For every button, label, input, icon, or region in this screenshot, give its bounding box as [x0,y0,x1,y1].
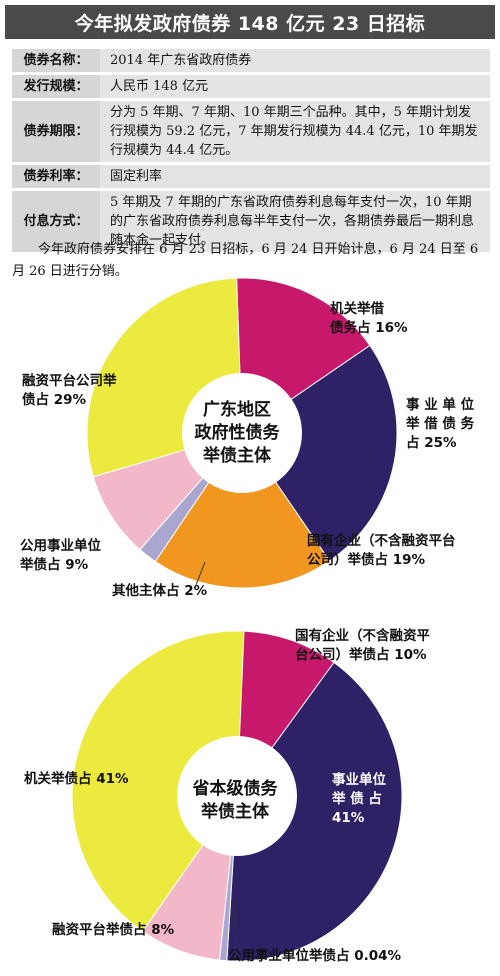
pie1-center-label: 广东地区 政府性债务 举债主体 [175,399,299,468]
label-line: 机关举借 [330,301,384,317]
pie-slice-1 [226,661,403,962]
page-title: 今年拟发政府债券 148 亿元 23 日招标 [5,5,495,39]
info-key: 债券利率： [12,165,100,188]
info-key: 债券期限： [12,101,100,162]
pie1-label-qita: 其他主体占 2% [112,582,207,601]
table-row: 债券名称： 2014 年广东省政府债券 [12,49,490,72]
label-line: 融资平台举债占 8% [52,922,175,938]
label-line: 融资平台公司举 [22,373,117,389]
label-line: 占 25% [406,435,457,451]
label-line: 其他主体占 2% [112,583,208,599]
pie2-label-jiguan: 机关举债占 41% [24,770,129,789]
info-value: 固定利率 [100,165,490,188]
schedule-paragraph: 今年政府债券安排在 6 月 23 日招标，6 月 24 日开始计息，6 月 24… [12,242,479,279]
label-line: 国有企业（不含融资平 [295,628,430,644]
info-value: 5 年期及 7 年期的广东省政府债券利息每年支付一次，10 年期的广东省政府债券… [100,191,490,252]
pie1-label-jiguan: 机关举借 债务占 16% [330,300,408,338]
bond-info-table: 债券名称： 2014 年广东省政府债券 发行规模： 人民币 148 亿元 债券期… [12,46,490,255]
table-row: 债券期限： 分为 5 年期、7 年期、10 年期三个品种。其中，5 年期计划发行… [12,101,490,162]
pie2-label-gongyong: 公用事业单位举债占 0.04% [228,947,401,966]
table-row: 发行规模： 人民币 148 亿元 [12,75,490,98]
info-value: 人民币 148 亿元 [100,75,490,98]
label-line: 事业单位 [332,772,386,788]
label-line: 公司）举债占 19% [307,552,426,568]
label-line: 债占 29% [22,392,87,408]
label-line: 公用事业单位 [20,538,101,554]
pie-center-hole [182,373,302,493]
pie1-label-gongyong: 公用事业单位 举债占 9% [20,537,101,575]
center-line: 广东地区 [203,400,271,420]
label-line: 举债占 9% [20,557,89,573]
center-line: 政府性债务 [194,423,280,443]
table-row: 付息方式： 5 年期及 7 年期的广东省政府债券利息每年支付一次，10 年期的广… [12,191,490,252]
info-key: 发行规模： [12,75,100,98]
pie-slice-1 [241,344,398,562]
label-line: 举 借 债 务 [406,416,475,432]
label-line: 举 债 占 [332,791,382,807]
info-key: 债券名称： [12,49,100,72]
table-row: 债券利率： 固定利率 [12,165,490,188]
center-line: 举债主体 [201,802,269,822]
label-line: 41% [332,810,365,826]
pie-chart-provincial [71,630,403,962]
label-line: 债务占 16% [330,320,408,336]
label-line: 台公司）举债占 10% [295,647,427,663]
pie2-label-rongzi: 融资平台举债占 8% [52,921,174,940]
pie-center-hole [177,736,297,856]
pie1-label-rongzi: 融资平台公司举 债占 29% [22,372,117,410]
pie-slice-4 [71,630,245,933]
pie2-label-guoqi: 国有企业（不含融资平 台公司）举债占 10% [295,627,430,665]
label-line: 国有企业（不含融资平台 [307,533,456,549]
pie2-label-shiye: 事业单位 举 债 占 41% [332,771,386,828]
label-line: 公用事业单位举债占 0.04% [228,948,402,964]
center-line: 举债主体 [203,446,271,466]
pie2-center-label: 省本级债务 举债主体 [180,778,290,824]
pie-chart-guangdong [86,277,398,589]
pie1-label-guoqi: 国有企业（不含融资平台 公司）举债占 19% [307,532,456,570]
pie-slice-2 [154,432,331,589]
leader-line [195,561,206,586]
pie1-label-shiye: 事 业 单 位 举 借 债 务 占 25% [406,396,474,453]
label-line: 事 业 单 位 [406,397,475,413]
info-key: 付息方式： [12,191,100,252]
info-value: 分为 5 年期、7 年期、10 年期三个品种。其中，5 年期计划发行规模为 59… [100,101,490,162]
center-line: 省本级债务 [192,779,278,799]
leader-line [232,881,237,949]
info-value: 2014 年广东省政府债券 [100,49,490,72]
label-line: 机关举债占 41% [24,771,129,787]
